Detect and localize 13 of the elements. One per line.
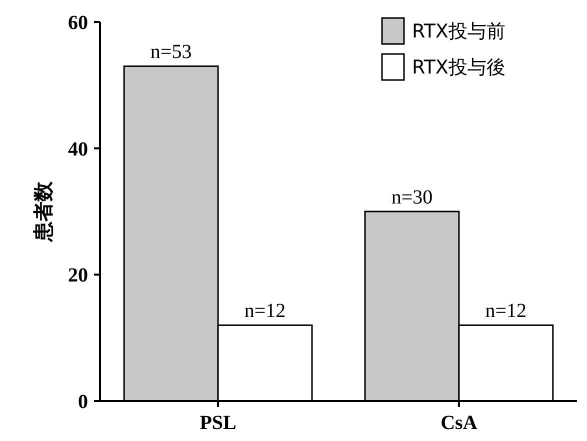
x-tick-label: PSL [200, 412, 236, 434]
legend-label: RTX投与前 [412, 20, 506, 43]
y-tick-label: 60 [68, 12, 88, 34]
y-tick-label: 40 [68, 138, 88, 160]
y-tick-label: 20 [68, 264, 88, 287]
legend-label: RTX投与後 [412, 56, 506, 79]
y-tick-label: 0 [78, 391, 88, 413]
data-label: n=30 [391, 186, 433, 208]
data-label: n=12 [244, 300, 286, 322]
x-tick-label: CsA [440, 412, 478, 434]
y-axis-title: 患者数 [31, 180, 55, 242]
data-label: n=53 [150, 41, 192, 64]
data-label: n=12 [485, 300, 527, 322]
